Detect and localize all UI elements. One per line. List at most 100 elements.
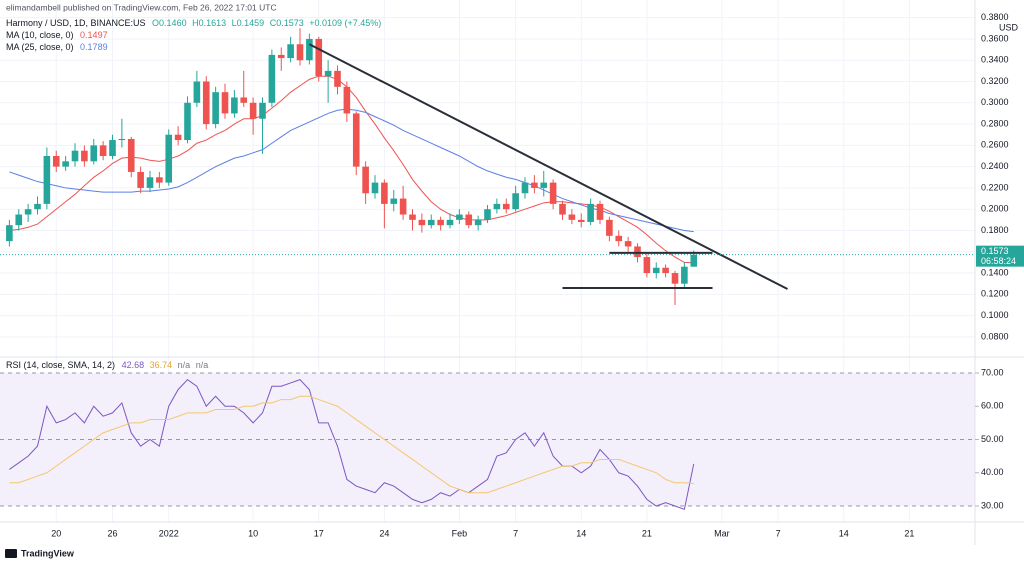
legend-value: 0.1789: [80, 42, 108, 52]
candle-body: [315, 38, 323, 77]
ma-legend: MA (10, close, 0) 0.1497: [6, 30, 108, 40]
candle-body: [390, 198, 398, 204]
candle-body: [615, 235, 623, 242]
candle-body: [456, 214, 463, 220]
candle-body: [624, 241, 632, 247]
candle-body: [90, 145, 98, 162]
x-tick-label: 21: [904, 528, 914, 538]
y-tick-label: 30.00: [981, 500, 1004, 510]
legend-label: MA (10, close, 0): [6, 30, 74, 40]
ohlc-open: O0.1460: [152, 18, 187, 28]
candle-body: [559, 203, 566, 215]
candle-body: [381, 182, 388, 204]
x-tick-label: 21: [642, 528, 652, 538]
candle-body: [174, 134, 182, 141]
candle-body: [371, 182, 379, 194]
candle-body: [127, 138, 135, 172]
candle-body: [409, 214, 416, 220]
candle-body: [671, 273, 679, 284]
candle-body: [352, 113, 360, 167]
candle-body: [43, 156, 51, 204]
candle-body: [202, 81, 210, 125]
y-tick-label: 0.1200: [981, 289, 1009, 299]
candle-body: [502, 203, 510, 210]
ohlc-high: H0.1613: [192, 18, 226, 28]
last-price-label: 0.1573: [981, 246, 1009, 256]
candle-body: [277, 54, 285, 59]
legend-value: 42.68: [122, 360, 145, 370]
x-tick-label: 14: [839, 528, 849, 538]
x-tick-label: 10: [248, 528, 258, 538]
candle-body: [240, 97, 248, 103]
candle-body: [587, 203, 594, 222]
candle-body: [137, 171, 144, 188]
candle-body: [193, 81, 201, 103]
legend-label: MA (25, close, 0): [6, 42, 74, 52]
candle-body: [221, 92, 229, 114]
candle-body: [634, 246, 641, 258]
x-tick-label: 17: [314, 528, 324, 538]
brand-logo: [5, 549, 17, 558]
y-tick-label: 0.3600: [981, 33, 1009, 43]
y-tick-label: 60.00: [981, 401, 1004, 411]
candle-body: [662, 267, 669, 274]
rsi-line: [9, 378, 695, 511]
candle-body: [521, 182, 529, 194]
x-tick-label: 7: [513, 528, 518, 538]
publisher: elimandambell published on TradingView.c…: [6, 2, 277, 12]
candle-body: [71, 150, 79, 162]
candle-body: [465, 214, 473, 226]
candle-body: [99, 145, 107, 157]
last-price-box: [976, 245, 1024, 267]
candle-body: [343, 86, 351, 114]
y-tick-label: 0.3200: [981, 76, 1009, 86]
candle-body: [690, 254, 698, 267]
price-pane: [0, 28, 975, 305]
y-tick-label: 0.1000: [981, 310, 1009, 320]
candle-body: [6, 225, 13, 242]
candle-body: [165, 134, 173, 183]
moving-average: [9, 108, 694, 233]
candle-body: [362, 166, 369, 194]
x-tick-label: 20: [51, 528, 61, 538]
candle-body: [493, 203, 501, 210]
rsi-title: RSI (14, close, SMA, 14, 2): [6, 360, 115, 370]
candle-body: [568, 214, 576, 220]
candle-body: [52, 156, 60, 167]
rsi-legend: RSI (14, close, SMA, 14, 2) 42.68 36.74 …: [6, 360, 208, 370]
candle-body: [268, 54, 276, 103]
candle-body: [606, 219, 613, 236]
x-tick-label: 14: [576, 528, 586, 538]
y-tick-label: 0.1800: [981, 225, 1009, 235]
candle-body: [399, 198, 407, 215]
y-tick-label: 0.2000: [981, 204, 1009, 214]
candle-body: [512, 193, 519, 210]
y-tick-label: 50.00: [981, 434, 1004, 444]
candle-body: [231, 97, 238, 114]
moving-average: [9, 75, 694, 264]
symbol: Harmony / USD, 1D, BINANCE:US: [6, 18, 146, 28]
x-tick-label: 24: [379, 528, 389, 538]
candle-body: [81, 150, 88, 162]
legend-value: 36.74: [150, 360, 173, 370]
candle-body: [531, 182, 538, 188]
x-tick-label: 2022: [159, 528, 179, 538]
candle-body: [296, 44, 304, 61]
ohlc-low: L0.1459: [232, 18, 265, 28]
candle-body: [418, 219, 426, 226]
candle-body: [306, 38, 313, 61]
legend-value: 0.1497: [80, 30, 108, 40]
change: +0.0109 (+7.45%): [309, 18, 381, 28]
rsi-pane: [0, 372, 975, 511]
candle-body: [24, 209, 32, 215]
y-tick-label: 0.3400: [981, 55, 1009, 65]
x-tick-label: 26: [107, 528, 117, 538]
y-tick-label: 0.3800: [981, 12, 1009, 22]
symbol-legend: Harmony / USD, 1D, BINANCE:US O0.1460 H0…: [6, 18, 381, 28]
candle-body: [596, 203, 604, 220]
legend-value: n/a: [196, 360, 209, 370]
y-tick-label: 0.0800: [981, 331, 1009, 341]
candle-body: [549, 182, 557, 204]
